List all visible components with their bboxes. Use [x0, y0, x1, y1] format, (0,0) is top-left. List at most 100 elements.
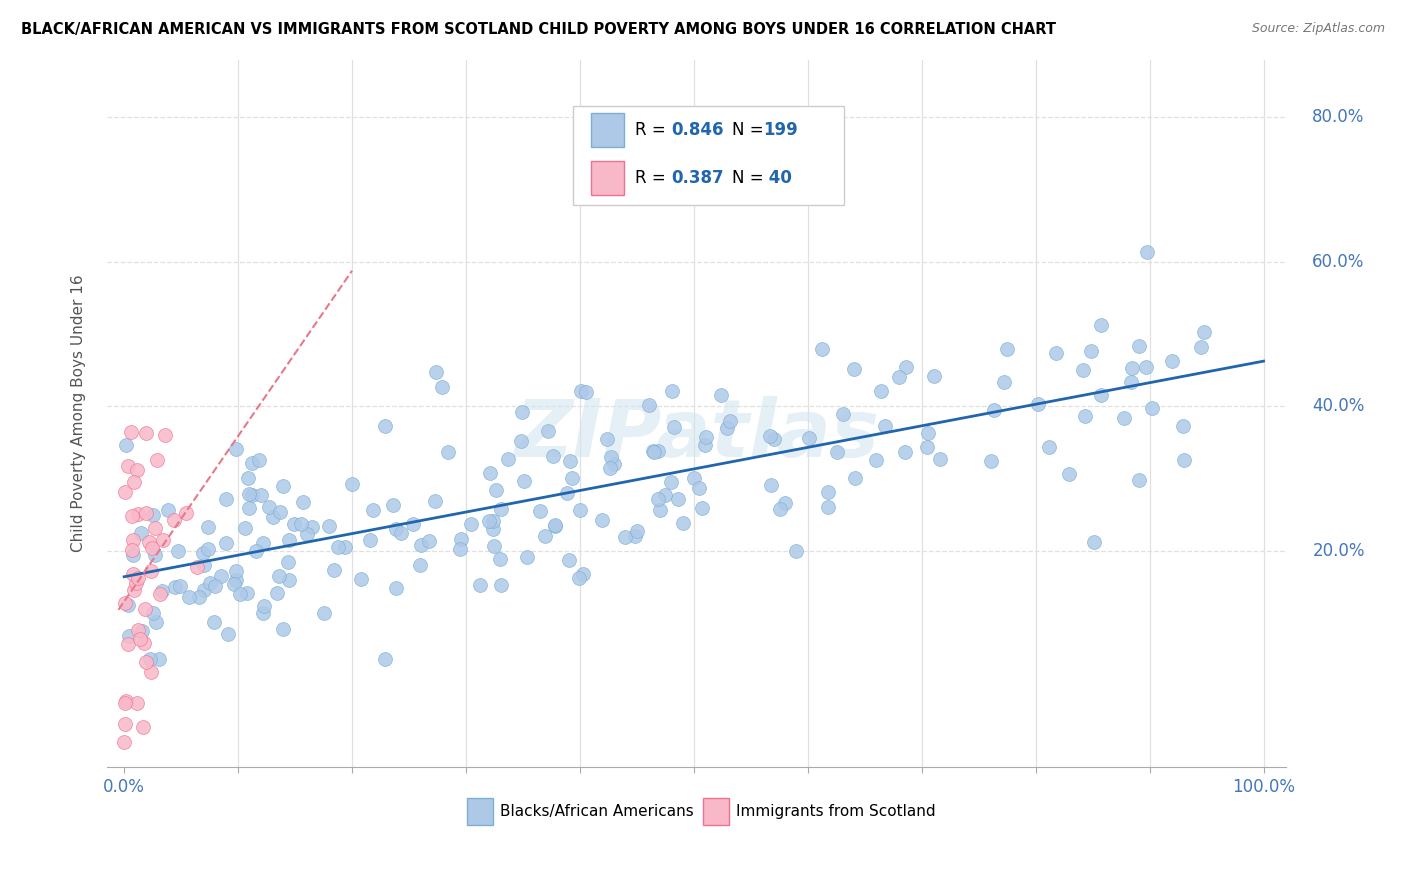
Point	[488, 551, 510, 566]
Point	[817, 500, 839, 515]
Point	[134, 636, 156, 650]
Point	[915, 440, 938, 454]
Point	[283, 516, 305, 531]
Point	[1057, 467, 1080, 482]
Point	[561, 471, 583, 485]
Text: 20.0%: 20.0%	[1312, 541, 1365, 559]
Point	[124, 576, 146, 591]
Point	[1112, 411, 1135, 425]
Point	[215, 492, 238, 507]
Point	[117, 458, 139, 473]
Point	[292, 495, 315, 509]
Point	[177, 590, 200, 604]
Point	[217, 627, 239, 641]
Point	[155, 428, 177, 442]
Point	[277, 555, 299, 569]
Point	[541, 449, 564, 463]
Point	[121, 509, 143, 524]
Point	[638, 398, 661, 412]
Point	[1140, 401, 1163, 415]
Point	[252, 606, 274, 620]
Point	[1038, 441, 1060, 455]
Point	[163, 514, 186, 528]
Point	[167, 544, 190, 558]
Point	[131, 624, 153, 639]
Point	[152, 533, 174, 548]
Point	[253, 599, 276, 613]
Point	[122, 475, 145, 489]
Point	[983, 403, 1005, 417]
Point	[543, 518, 565, 533]
Point	[401, 517, 423, 532]
Point	[114, 696, 136, 710]
Point	[225, 574, 247, 588]
Point	[929, 452, 952, 467]
Point	[624, 529, 647, 543]
Point	[603, 458, 626, 472]
Point	[599, 461, 621, 475]
Text: 40.0%: 40.0%	[1312, 397, 1365, 415]
Point	[250, 488, 273, 502]
Point	[569, 384, 592, 398]
Point	[1121, 376, 1143, 390]
Point	[693, 438, 716, 452]
Point	[135, 656, 157, 670]
Point	[896, 360, 918, 375]
Point	[425, 494, 447, 508]
Point	[893, 445, 915, 459]
Point	[122, 582, 145, 597]
Point	[389, 526, 412, 541]
Point	[1136, 245, 1159, 260]
Point	[643, 444, 665, 458]
Point	[117, 637, 139, 651]
Text: 0.846: 0.846	[671, 120, 723, 138]
Point	[114, 437, 136, 451]
Point	[240, 456, 263, 470]
Point	[478, 514, 501, 528]
Point	[295, 527, 318, 541]
Point	[340, 477, 363, 491]
Point	[359, 533, 381, 547]
Point	[489, 502, 512, 516]
Point	[510, 404, 533, 418]
Point	[659, 475, 682, 489]
Point	[510, 434, 533, 448]
Point	[245, 543, 267, 558]
Point	[1080, 344, 1102, 359]
Point	[139, 652, 162, 666]
Point	[129, 526, 152, 541]
Point	[993, 375, 1015, 389]
Point	[186, 560, 208, 574]
Point	[290, 516, 312, 531]
Point	[143, 521, 166, 535]
Point	[121, 542, 143, 557]
Point	[122, 533, 145, 547]
Point	[425, 365, 447, 379]
Point	[409, 538, 432, 552]
Point	[122, 567, 145, 582]
Point	[481, 514, 503, 528]
Point	[666, 491, 689, 506]
Text: 199: 199	[763, 120, 797, 138]
Point	[1160, 354, 1182, 368]
Point	[193, 583, 215, 598]
Point	[672, 516, 695, 530]
FancyBboxPatch shape	[572, 105, 844, 204]
Point	[134, 602, 156, 616]
Point	[869, 384, 891, 399]
Point	[1090, 318, 1112, 332]
Point	[271, 623, 294, 637]
Point	[361, 502, 384, 516]
Point	[600, 450, 623, 465]
Point	[204, 579, 226, 593]
Point	[575, 385, 598, 400]
FancyBboxPatch shape	[591, 112, 624, 146]
Point	[127, 463, 149, 477]
Point	[267, 569, 290, 583]
Point	[647, 491, 669, 506]
Point	[118, 629, 141, 643]
Text: BLACK/AFRICAN AMERICAN VS IMMIGRANTS FROM SCOTLAND CHILD POVERTY AMONG BOYS UNDE: BLACK/AFRICAN AMERICAN VS IMMIGRANTS FRO…	[21, 22, 1056, 37]
Point	[215, 536, 238, 550]
Point	[817, 485, 839, 500]
Point	[430, 380, 453, 394]
